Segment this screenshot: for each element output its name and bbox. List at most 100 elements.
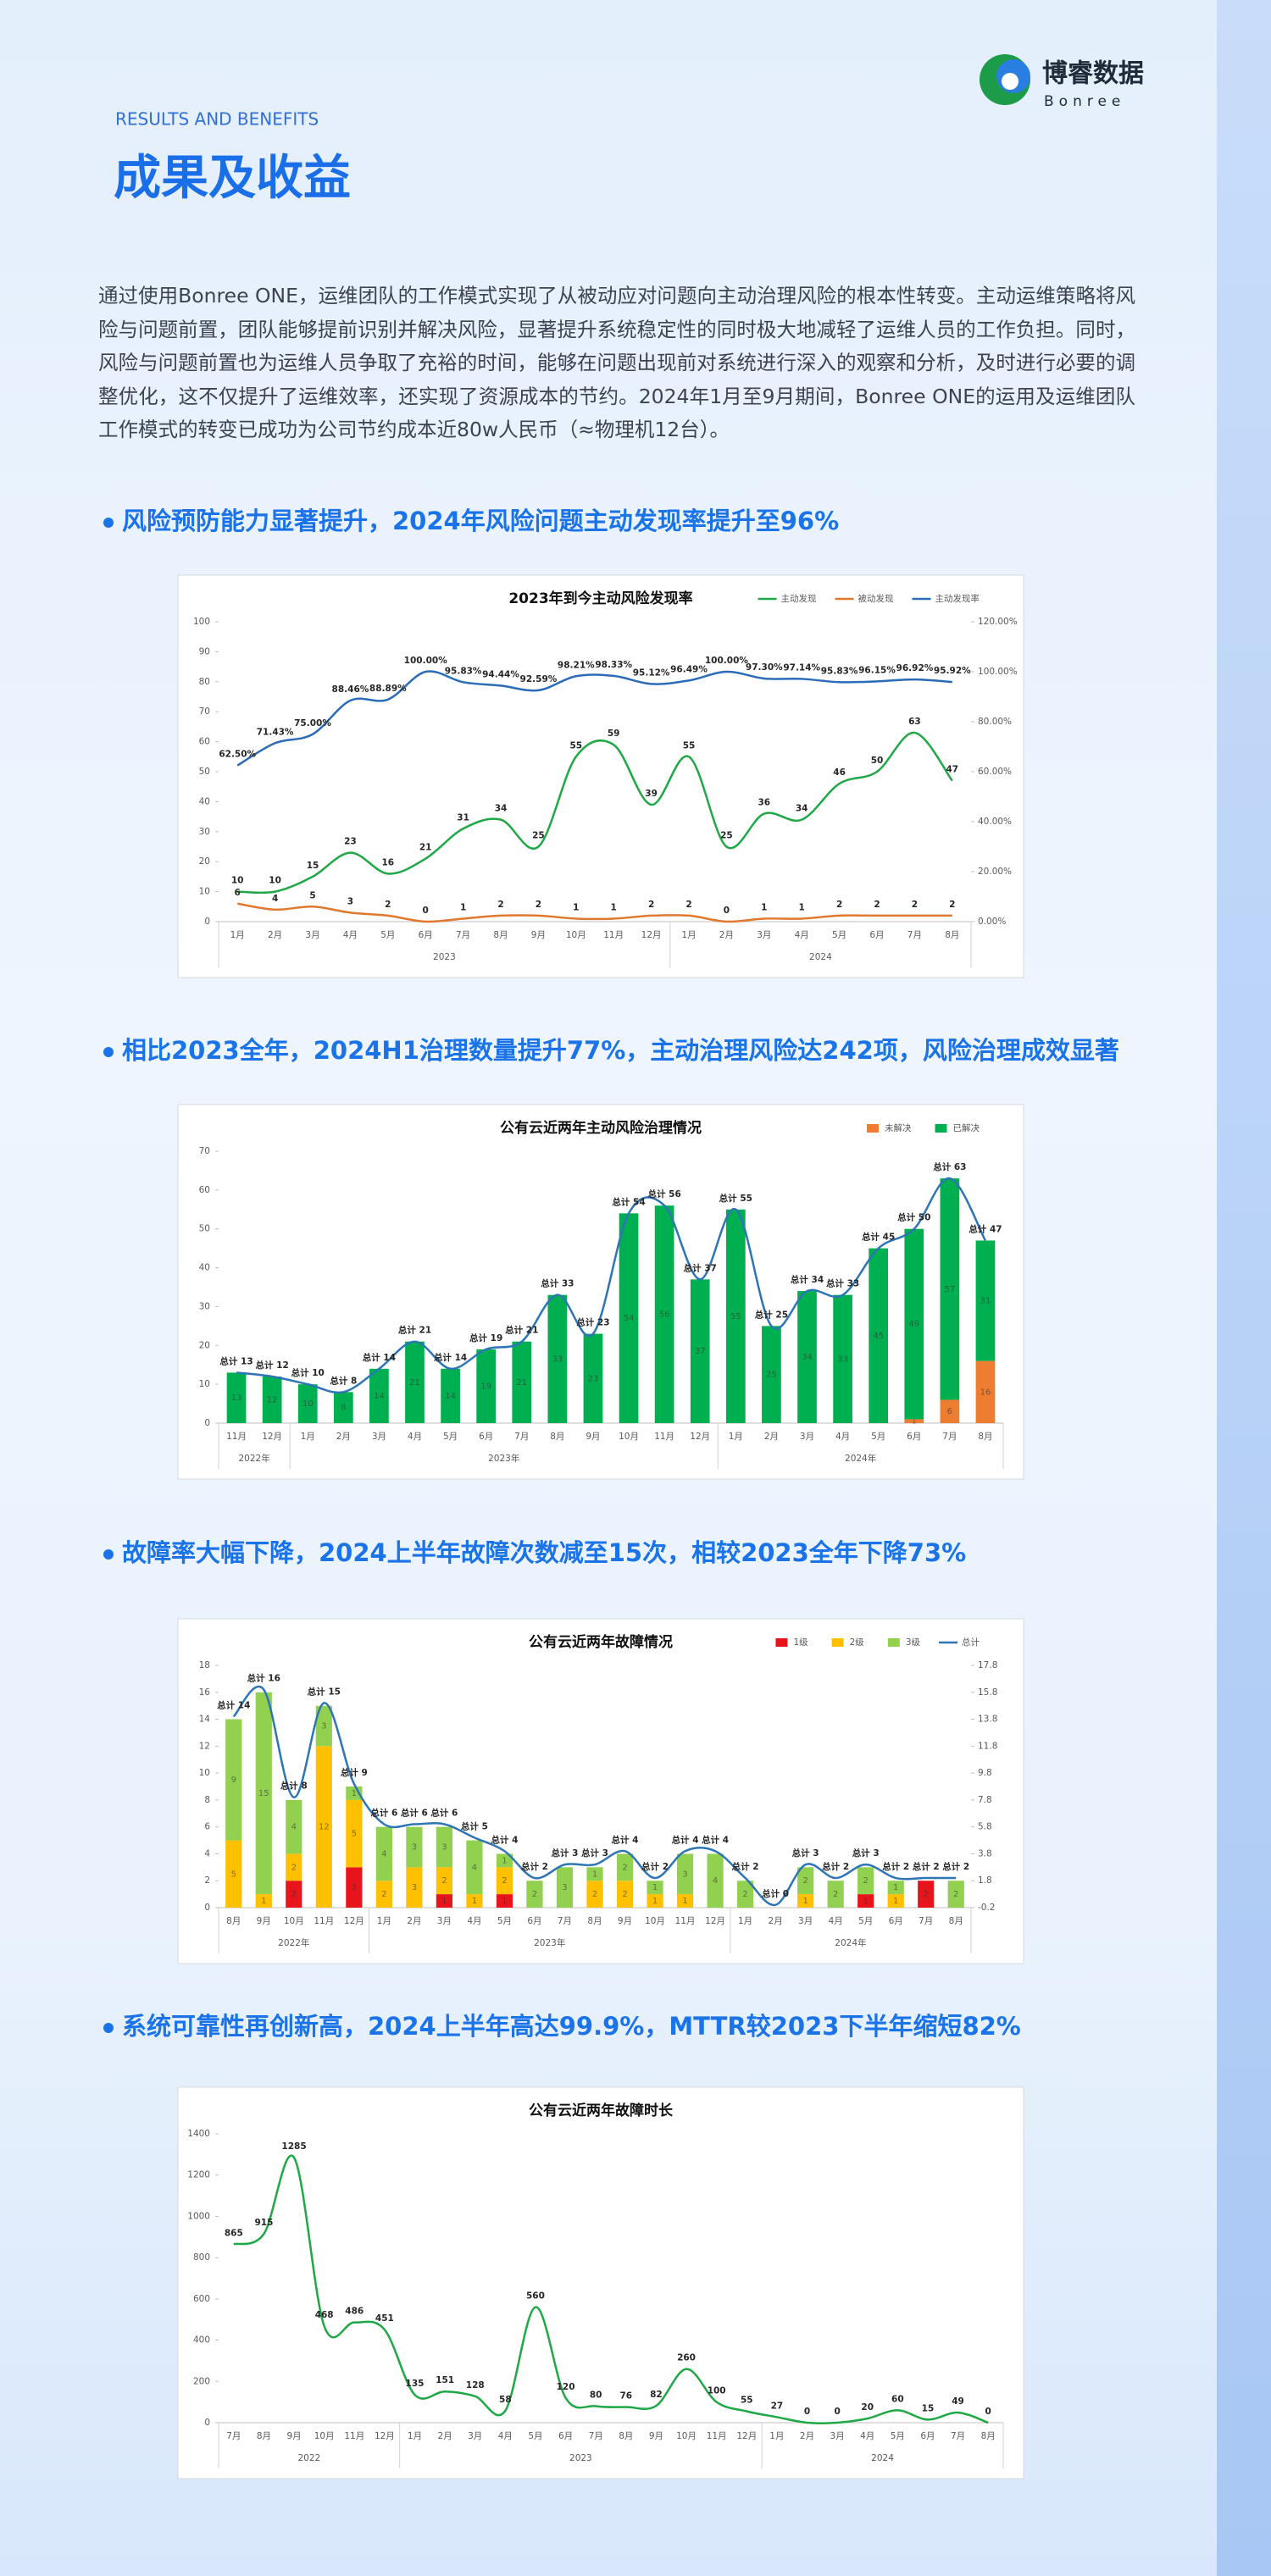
bar-label: 4 [381,1849,386,1859]
bar-segment [940,1178,960,1400]
bar-segment [619,1213,639,1423]
line [237,731,953,895]
bar-label: 1 [912,1417,917,1426]
logo [980,54,1030,105]
x-tick-label: 11月 [603,930,624,940]
section-heading: 相比2023全年，2024H1治理数量提升77%，主动治理风险达242项，风险治… [122,1036,1119,1065]
bar-label: 13 [231,1393,242,1403]
x-tick-label: 10月 [619,1432,639,1442]
line [236,670,952,767]
x-group-label: 2024年 [845,1453,876,1464]
bar-segment [262,1376,282,1423]
x-tick-label: 8月 [978,1432,992,1442]
data-label: 75.00% [294,718,331,728]
data-label: 2 [536,900,541,910]
bar-label: 12 [267,1395,278,1404]
x-tick-label: 9月 [618,1916,632,1926]
x-group-label: 2022 [297,2453,320,2463]
bar-label: 2 [622,1890,627,1899]
data-label: 总计 0 [762,1888,789,1899]
data-label: 95.83% [445,666,482,676]
x-group-label: 2023年 [488,1453,519,1464]
y-tick-label: 30 [199,1301,210,1311]
y-tick-label: 10 [199,887,210,897]
x-group-label: 2023 [569,2453,592,2463]
bar-label: 49 [908,1320,919,1329]
y2-tick-label: 120.00% [978,617,1018,627]
data-label: 25 [720,831,733,841]
bar-segment [405,1341,425,1423]
eyebrow: RESULTS AND BENEFITS [115,109,319,130]
chart-title: 公有云近两年主动风险治理情况 [500,1119,702,1137]
bar-segment [315,1746,332,1908]
y2-tick-label: 3.8 [978,1848,992,1859]
y2-tick-label: 60.00% [978,767,1012,777]
bar-segment [833,1294,852,1423]
data-label: 总计 21 [505,1325,538,1336]
x-tick-label: 5月 [858,1916,873,1926]
bar-segment [858,1894,874,1908]
legend-label: 1级 [793,1637,808,1648]
data-label: 1 [611,902,617,912]
bar-label: 31 [980,1297,991,1306]
heading-bullet [103,518,114,528]
bar-segment [315,1705,332,1747]
bar-segment [375,1881,392,1908]
bar-label: 1 [893,1897,898,1906]
bar-label: 1 [863,1897,868,1906]
bar-label: 6 [947,1407,952,1416]
bar-segment [707,1853,724,1908]
y2-tick-label: 17.8 [978,1660,997,1670]
bar-label: 2 [833,1890,838,1899]
y-tick-label: 18 [199,1660,210,1670]
x-tick-label: 3月 [800,1432,814,1442]
y-tick-label: 0 [204,1418,210,1428]
bar-label: 2 [532,1890,537,1899]
legend: 1级 2级 3级 总计 [775,1637,980,1648]
x-tick-label: 1月 [738,1916,752,1926]
bar-segment [526,1881,543,1908]
legend-swatch [887,1638,900,1647]
y-tick-label: 60 [199,737,210,747]
x-tick-label: 9月 [531,930,546,940]
data-label: 总计 63 [933,1161,966,1172]
bar-segment [869,1248,889,1423]
bar-label: 3 [441,1843,447,1853]
y2-tick-label: 1.8 [978,1875,992,1886]
data-label: 总计 4 [672,1834,699,1845]
legend-label: 未解决 [885,1122,912,1133]
x-tick-label: 12月 [262,1432,282,1442]
y2-tick-label: 11.8 [978,1741,997,1751]
x-tick-label: 6月 [907,1432,921,1442]
y2-tick-label: 80.00% [978,717,1012,727]
x-tick-label: 7月 [907,930,922,940]
x-tick-label: 9月 [257,1916,271,1926]
y-tick-label: 60 [199,1185,210,1195]
x-tick-label: 9月 [286,2431,301,2441]
intro-paragraph: 通过使用Bonree ONE，运维团队的工作模式实现了从被动应对问题向主动治理风… [98,284,1135,441]
data-label: 总计 56 [647,1188,680,1199]
bar-segment [904,1228,924,1420]
data-label: 总计 14 [363,1352,396,1363]
bar-segment [226,1372,247,1423]
heading-bullet [103,2023,114,2033]
bar-label: 1 [352,1789,357,1798]
data-label: 2 [912,900,918,910]
x-tick-label: 4月 [795,930,809,940]
bar-segment [496,1894,513,1908]
bar-label: 1 [502,1897,507,1906]
data-label: 97.30% [746,662,783,673]
heading-bullet [103,1047,114,1057]
bar-label: 5 [231,1870,236,1879]
x-tick-label: 12月 [705,1916,725,1926]
x-tick-label: 1月 [301,1432,315,1442]
data-label: 总计 4 [491,1834,518,1845]
data-label: 96.92% [896,663,934,673]
bar-label: 34 [802,1353,813,1362]
y-tick-label: 10 [199,1379,210,1389]
data-label: 总计 47 [969,1223,1002,1234]
bar-segment [369,1368,389,1423]
data-label: 100.00% [705,656,749,666]
line [236,902,952,923]
